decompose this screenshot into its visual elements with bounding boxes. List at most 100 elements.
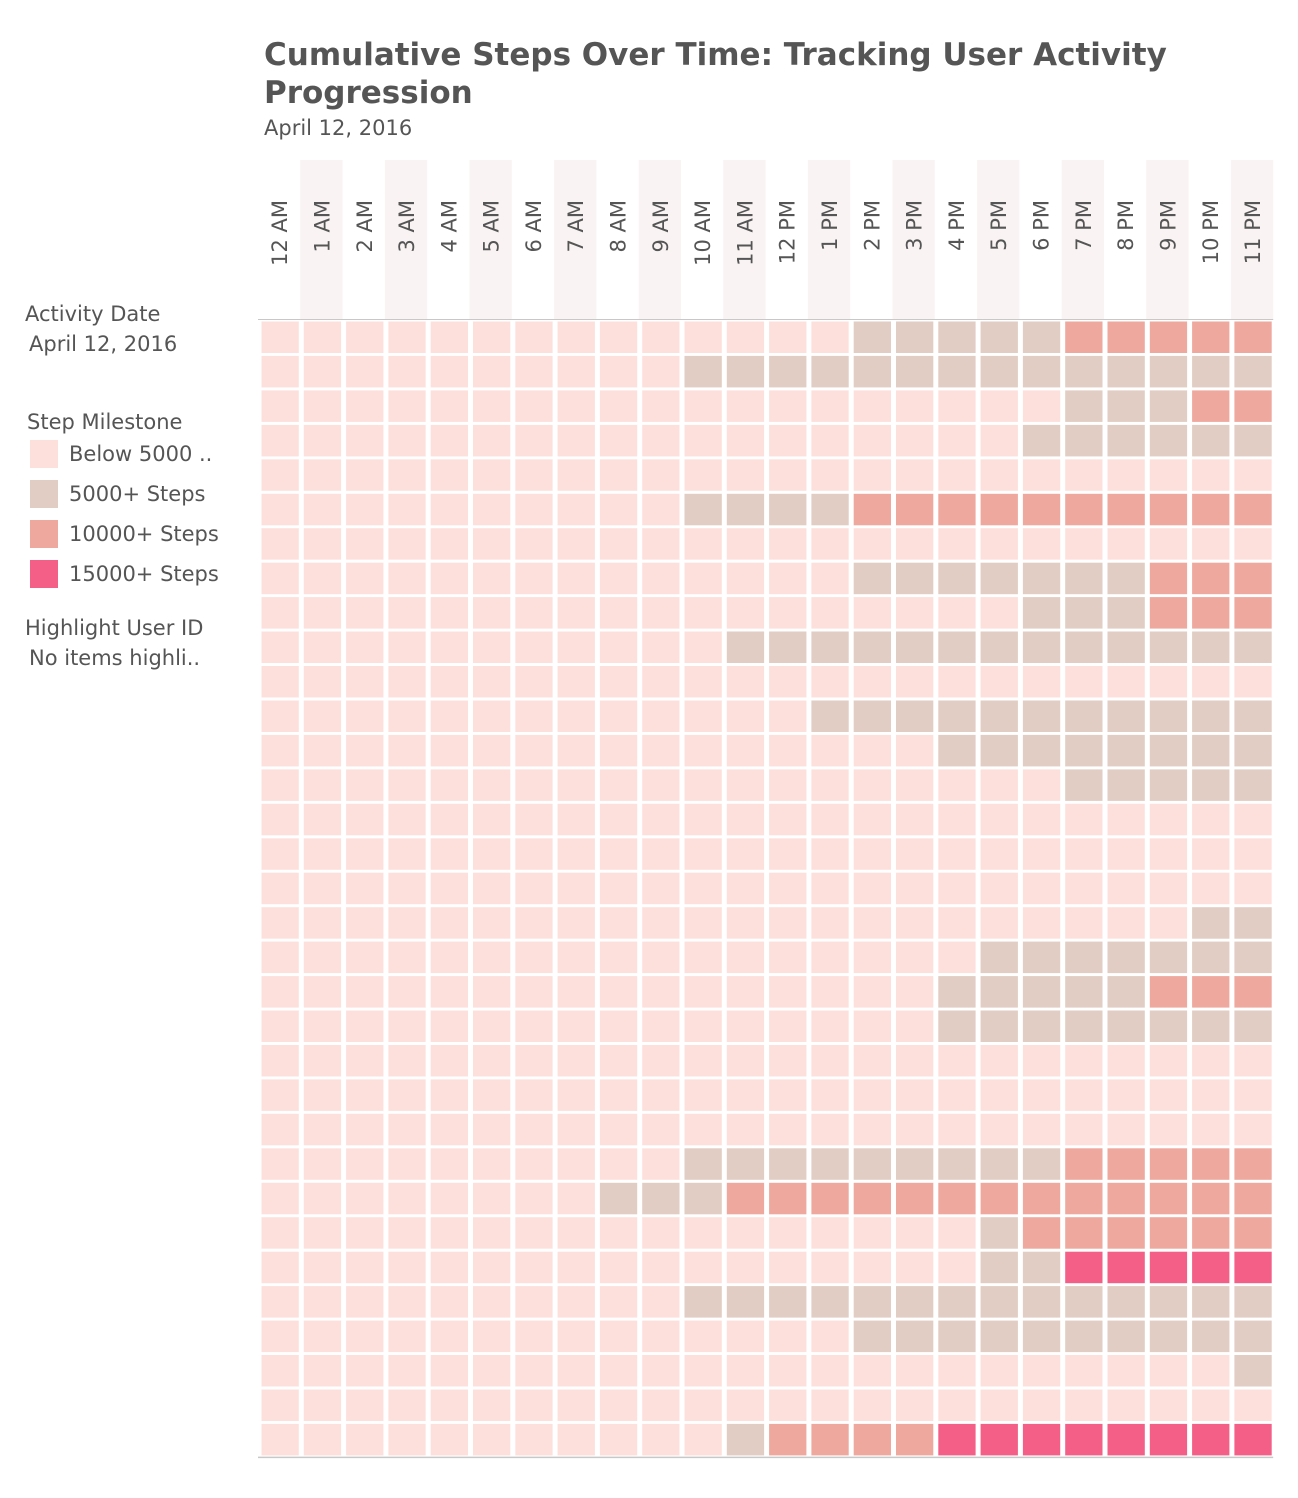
heatmap-cell[interactable] bbox=[769, 528, 807, 560]
heatmap-cell[interactable] bbox=[1022, 1113, 1061, 1146]
heatmap-cell[interactable] bbox=[642, 390, 680, 422]
heatmap-cell[interactable] bbox=[980, 562, 1018, 595]
heatmap-cell[interactable] bbox=[769, 734, 807, 767]
heatmap-cell[interactable] bbox=[346, 493, 384, 526]
heatmap-cell[interactable] bbox=[557, 459, 595, 491]
heatmap-cell[interactable] bbox=[599, 1079, 638, 1111]
heatmap-cell[interactable] bbox=[430, 355, 468, 388]
heatmap-cell[interactable] bbox=[1022, 597, 1061, 629]
heatmap-cell[interactable] bbox=[1192, 528, 1230, 560]
heatmap-cell[interactable] bbox=[557, 1045, 595, 1077]
heatmap-cell[interactable] bbox=[726, 941, 765, 974]
heatmap-cell[interactable] bbox=[515, 838, 553, 870]
heatmap-cell[interactable] bbox=[1192, 976, 1230, 1008]
heatmap-cell[interactable] bbox=[642, 597, 680, 629]
heatmap-cell[interactable] bbox=[473, 631, 511, 664]
heatmap-cell[interactable] bbox=[726, 1217, 765, 1249]
heatmap-cell[interactable] bbox=[303, 941, 342, 974]
heatmap-cell[interactable] bbox=[853, 321, 891, 354]
heatmap-cell[interactable] bbox=[980, 1423, 1018, 1456]
heatmap-cell[interactable] bbox=[261, 1355, 299, 1387]
legend-item-15000-plus[interactable]: 15000+ Steps bbox=[30, 560, 219, 588]
heatmap-cell[interactable] bbox=[473, 493, 511, 526]
heatmap-cell[interactable] bbox=[1022, 803, 1061, 836]
heatmap-cell[interactable] bbox=[430, 562, 468, 595]
heatmap-cell[interactable] bbox=[896, 390, 934, 422]
heatmap-cell[interactable] bbox=[938, 1010, 976, 1043]
heatmap-cell[interactable] bbox=[599, 562, 638, 595]
heatmap-cell[interactable] bbox=[346, 941, 384, 974]
heatmap-cell[interactable] bbox=[303, 493, 342, 526]
heatmap-cell[interactable] bbox=[642, 769, 680, 801]
heatmap-cell[interactable] bbox=[980, 1389, 1018, 1422]
heatmap-cell[interactable] bbox=[1149, 1010, 1188, 1043]
heatmap-cell[interactable] bbox=[642, 1286, 680, 1318]
heatmap-cell[interactable] bbox=[1065, 1320, 1103, 1353]
heatmap-cell[interactable] bbox=[473, 666, 511, 698]
heatmap-cell[interactable] bbox=[896, 597, 934, 629]
heatmap-cell[interactable] bbox=[1149, 1251, 1188, 1284]
heatmap-cell[interactable] bbox=[684, 390, 722, 422]
heatmap-cell[interactable] bbox=[599, 631, 638, 664]
heatmap-cell[interactable] bbox=[684, 459, 722, 491]
heatmap-cell[interactable] bbox=[303, 1217, 342, 1249]
heatmap-cell[interactable] bbox=[726, 562, 765, 595]
heatmap-cell[interactable] bbox=[515, 700, 553, 733]
heatmap-cell[interactable] bbox=[346, 838, 384, 870]
heatmap-cell[interactable] bbox=[811, 355, 849, 388]
heatmap-cell[interactable] bbox=[1065, 1423, 1103, 1456]
heatmap-cell[interactable] bbox=[303, 1045, 342, 1077]
heatmap-cell[interactable] bbox=[346, 1079, 384, 1111]
heatmap-cell[interactable] bbox=[1107, 1148, 1145, 1180]
heatmap-cell[interactable] bbox=[853, 1217, 891, 1249]
heatmap-cell[interactable] bbox=[980, 1148, 1018, 1180]
heatmap-cell[interactable] bbox=[557, 562, 595, 595]
heatmap-cell[interactable] bbox=[599, 700, 638, 733]
heatmap-cell[interactable] bbox=[853, 1113, 891, 1146]
heatmap-cell[interactable] bbox=[642, 1182, 680, 1215]
heatmap-cell[interactable] bbox=[388, 941, 426, 974]
heatmap-cell[interactable] bbox=[515, 562, 553, 595]
heatmap-cell[interactable] bbox=[346, 355, 384, 388]
heatmap-cell[interactable] bbox=[1065, 941, 1103, 974]
heatmap-cell[interactable] bbox=[811, 390, 849, 422]
heatmap-cell[interactable] bbox=[980, 1355, 1018, 1387]
heatmap-cell[interactable] bbox=[346, 1113, 384, 1146]
heatmap-cell[interactable] bbox=[642, 562, 680, 595]
heatmap-cell[interactable] bbox=[1149, 390, 1188, 422]
heatmap-cell[interactable] bbox=[684, 666, 722, 698]
heatmap-cell[interactable] bbox=[769, 1389, 807, 1422]
heatmap-cell[interactable] bbox=[684, 321, 722, 354]
heatmap-cell[interactable] bbox=[346, 390, 384, 422]
heatmap-cell[interactable] bbox=[726, 597, 765, 629]
heatmap-cell[interactable] bbox=[769, 976, 807, 1008]
heatmap-cell[interactable] bbox=[1107, 390, 1145, 422]
heatmap-cell[interactable] bbox=[557, 976, 595, 1008]
heatmap-cell[interactable] bbox=[303, 666, 342, 698]
heatmap-cell[interactable] bbox=[980, 1113, 1018, 1146]
heatmap-cell[interactable] bbox=[1149, 459, 1188, 491]
heatmap-cell[interactable] bbox=[1022, 424, 1061, 457]
heatmap-cell[interactable] bbox=[473, 424, 511, 457]
heatmap-cell[interactable] bbox=[938, 976, 976, 1008]
heatmap-cell[interactable] bbox=[1107, 734, 1145, 767]
heatmap-cell[interactable] bbox=[430, 528, 468, 560]
heatmap-cell[interactable] bbox=[473, 907, 511, 939]
heatmap-cell[interactable] bbox=[261, 528, 299, 560]
heatmap-cell[interactable] bbox=[388, 459, 426, 491]
heatmap-cell[interactable] bbox=[1234, 1355, 1272, 1387]
heatmap-cell[interactable] bbox=[853, 597, 891, 629]
heatmap-cell[interactable] bbox=[599, 1251, 638, 1284]
heatmap-cell[interactable] bbox=[938, 424, 976, 457]
heatmap-cell[interactable] bbox=[473, 1423, 511, 1456]
heatmap-cell[interactable] bbox=[938, 666, 976, 698]
heatmap-cell[interactable] bbox=[684, 1320, 722, 1353]
heatmap-cell[interactable] bbox=[980, 1217, 1018, 1249]
heatmap-cell[interactable] bbox=[726, 528, 765, 560]
heatmap-cell[interactable] bbox=[388, 355, 426, 388]
heatmap-cell[interactable] bbox=[430, 1079, 468, 1111]
heatmap-cell[interactable] bbox=[853, 941, 891, 974]
heatmap-cell[interactable] bbox=[1234, 493, 1272, 526]
heatmap-cell[interactable] bbox=[1022, 872, 1061, 905]
heatmap-cell[interactable] bbox=[938, 907, 976, 939]
